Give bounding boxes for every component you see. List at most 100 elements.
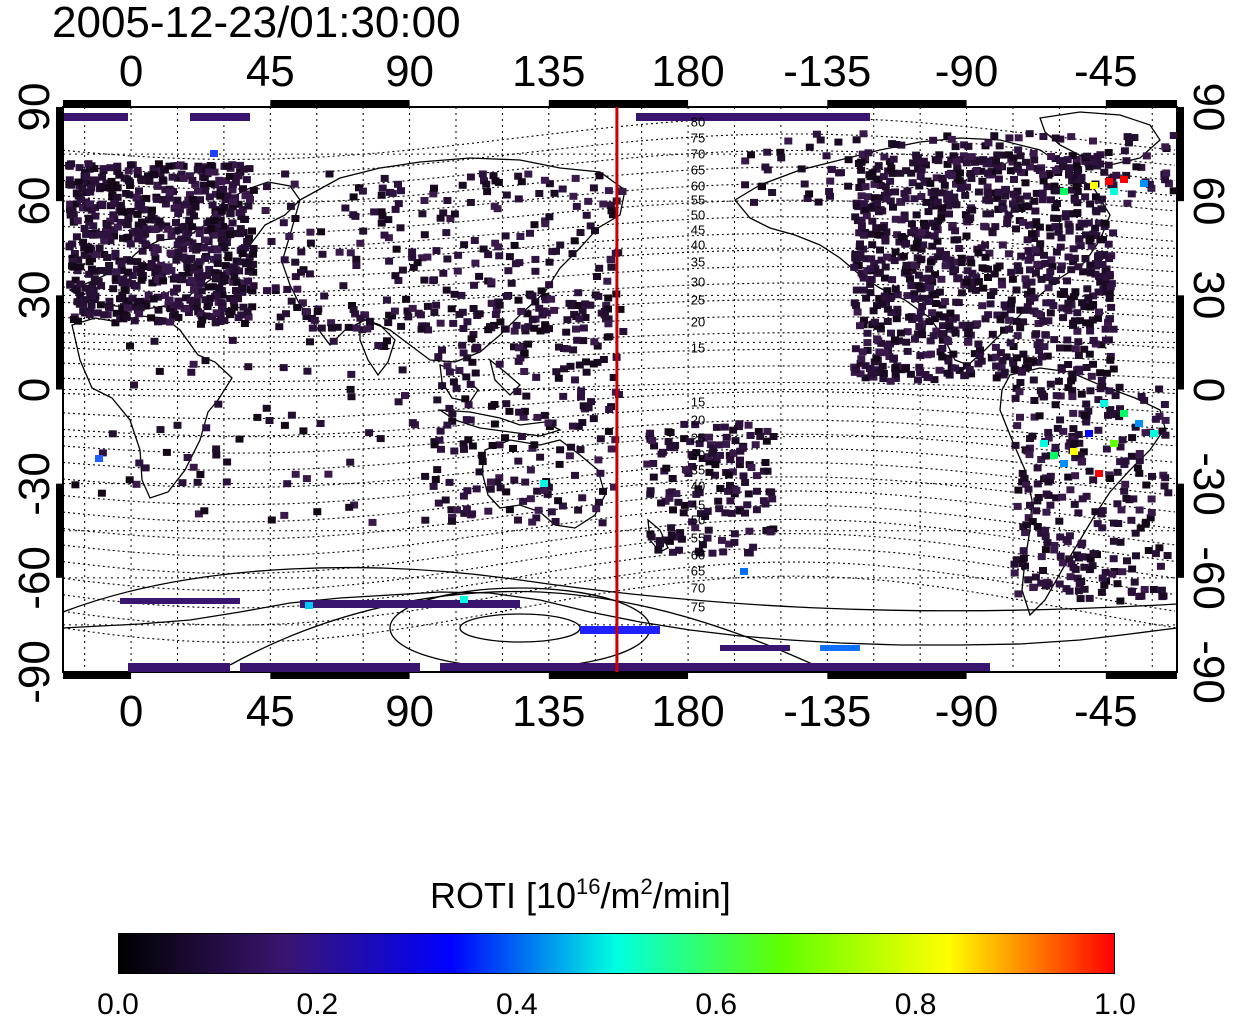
contour-label: 55 [691, 532, 705, 545]
roti-cell [938, 345, 946, 352]
mag-lat-contour [63, 562, 1175, 625]
roti-cell [1107, 304, 1115, 311]
roti-cell [1024, 203, 1032, 210]
roti-cell [945, 171, 953, 178]
roti-cell [1134, 464, 1142, 471]
roti-cell [495, 252, 503, 259]
roti-cell [73, 298, 81, 305]
roti-cell [408, 248, 416, 255]
roti-cell [1039, 190, 1047, 197]
roti-cell [1025, 248, 1033, 255]
roti-cell [502, 400, 510, 407]
roti-cell [753, 488, 761, 495]
roti-cell [860, 200, 868, 207]
roti-cell [281, 171, 289, 178]
roti-cell [1099, 507, 1107, 514]
contour-label: 65 [691, 164, 705, 177]
roti-cell [857, 167, 865, 174]
roti-cell [239, 250, 247, 257]
roti-cell [936, 289, 944, 296]
roti-cell [363, 325, 371, 332]
roti-cell [135, 187, 143, 194]
roti-cell [476, 468, 484, 475]
roti-cell [1053, 392, 1061, 399]
roti-cell [596, 172, 604, 179]
roti-cell [858, 159, 866, 166]
roti-cell [424, 303, 432, 310]
roti-cell [541, 321, 549, 328]
roti-cell [513, 322, 521, 329]
roti-cell [1092, 193, 1100, 200]
roti-cell [514, 517, 522, 524]
roti-cell [137, 269, 145, 276]
roti-cell [608, 446, 616, 453]
lat-tick-left: -30 [13, 452, 57, 516]
roti-cell [1086, 262, 1094, 269]
roti-cell [397, 224, 405, 231]
roti-cell [1013, 422, 1021, 429]
colorbar-tick: 1.0 [1094, 988, 1136, 1022]
roti-cell [573, 337, 581, 344]
lon-tick-top: -45 [1074, 50, 1138, 94]
roti-cell [1046, 232, 1054, 239]
roti-cell [956, 177, 964, 184]
roti-cell [1045, 284, 1053, 291]
frame-tick-bar-top [270, 100, 409, 107]
roti-cell [556, 242, 564, 249]
roti-cell [1075, 431, 1083, 438]
roti-cell [1044, 479, 1052, 486]
roti-cell [995, 176, 1003, 183]
roti-cell [317, 420, 325, 427]
roti-cell [112, 250, 120, 257]
roti-cell [1038, 553, 1046, 560]
roti-cell [665, 495, 673, 502]
roti-cell [1021, 475, 1029, 482]
roti-cell [1123, 557, 1131, 564]
roti-cell [134, 211, 142, 218]
roti-cell [378, 192, 386, 199]
roti-cell [1074, 338, 1082, 345]
roti-cell [580, 325, 588, 332]
roti-cell [536, 454, 544, 461]
roti-cell [272, 284, 280, 291]
roti-cell [979, 156, 987, 163]
roti-cell [911, 295, 919, 302]
roti-cell [465, 401, 473, 408]
roti-cell [960, 372, 968, 379]
roti-cell [347, 371, 355, 378]
roti-cell-band [440, 663, 990, 671]
roti-cell [104, 268, 112, 275]
roti-cell [999, 241, 1007, 248]
roti-cell [1132, 163, 1140, 170]
roti-cell [214, 254, 222, 261]
frame-tick-bar-top [827, 100, 966, 107]
roti-cell [1099, 575, 1107, 582]
roti-cell [133, 258, 141, 265]
mag-lat-contour [63, 519, 1175, 573]
roti-cell [157, 426, 165, 433]
roti-cell [1007, 269, 1015, 276]
roti-cell-high [460, 596, 468, 603]
roti-cell [1062, 214, 1070, 221]
roti-cell [1086, 387, 1094, 394]
roti-cell [581, 300, 589, 307]
roti-cell-high [1105, 178, 1113, 185]
lon-tick-top: 90 [385, 50, 434, 94]
roti-cell [339, 282, 347, 289]
roti-cell [1057, 553, 1065, 560]
roti-cell [922, 222, 930, 229]
roti-cell [1050, 336, 1058, 343]
roti-cell [1025, 222, 1033, 229]
roti-cell [244, 203, 252, 210]
roti-cell [862, 183, 870, 190]
roti-cell [603, 278, 611, 285]
roti-cell [1022, 159, 1030, 166]
roti-cell [1097, 236, 1105, 243]
roti-cell [366, 318, 374, 325]
roti-cell [963, 233, 971, 240]
roti-cell [1059, 314, 1067, 321]
roti-cell [137, 304, 145, 311]
roti-cell [963, 279, 971, 286]
roti-cell [430, 185, 438, 192]
roti-cell [907, 282, 915, 289]
